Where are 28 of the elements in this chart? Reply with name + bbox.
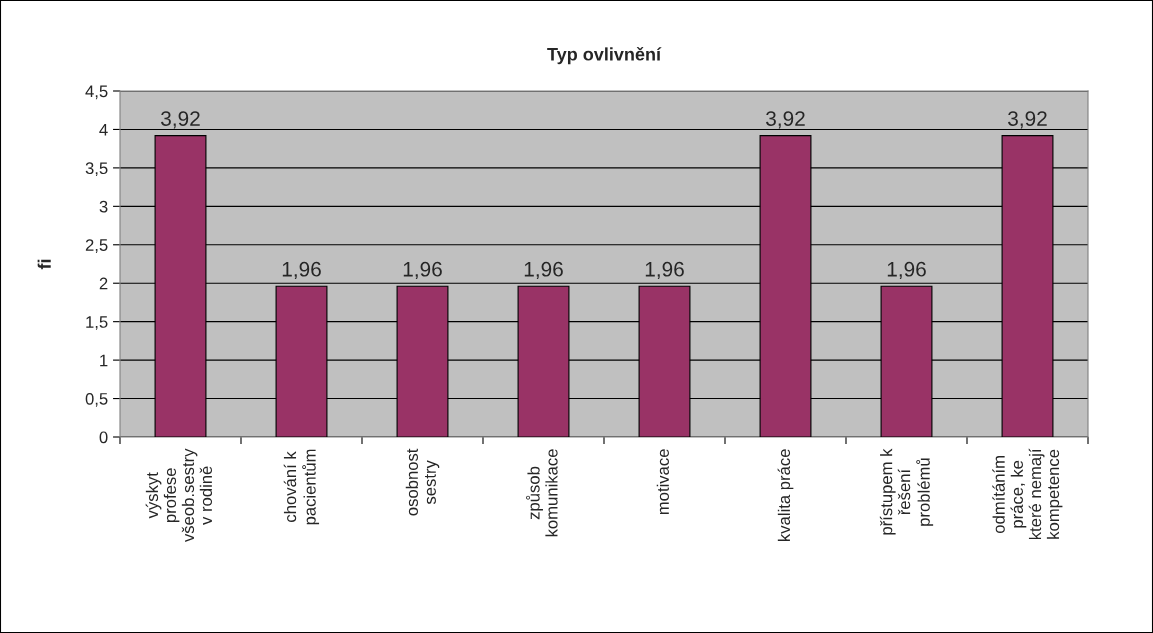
x-tick-label: výskyt profese všeob.sestry v rodině [145,448,213,543]
x-tick-label: kvalita práce [777,449,794,541]
x-tick-label: odmítáním práce, ke které nemají kompetence [992,448,1063,540]
y-tick-label: 4 [99,124,108,136]
data-label: 3,92 [1008,111,1047,129]
x-tick-label: způsob komunikace [526,449,558,537]
x-tick-label: přístupem k řešení problémů [879,448,934,535]
data-label: 1,96 [282,261,321,280]
y-tick-label: 2,5 [85,239,108,253]
data-label: 1,96 [645,261,684,280]
y-tick-label: 4,5 [85,85,108,100]
data-label: 3,92 [161,111,200,129]
data-label: 3,92 [766,111,805,129]
x-tick-label: chování k pacientům [283,449,320,525]
y-tick-label: 0 [99,431,108,444]
y-tick-label: 3 [99,200,108,213]
data-label: 1,96 [403,261,442,280]
chart-title: Typ ovlivnění [547,46,662,65]
y-tick-label: 1,5 [86,316,108,330]
y-tick-label: 2 [99,277,108,290]
x-tick-label: motivace [656,449,669,515]
y-tick-label: 1 [100,354,108,367]
y-tick-label: 0,5 [85,392,108,407]
data-label: 1,96 [524,261,563,280]
y-axis-title: fi [37,259,51,270]
y-tick-label: 3,5 [85,162,108,177]
x-tick-label: osobnost sestry [405,448,440,516]
data-label: 1,96 [887,261,926,280]
